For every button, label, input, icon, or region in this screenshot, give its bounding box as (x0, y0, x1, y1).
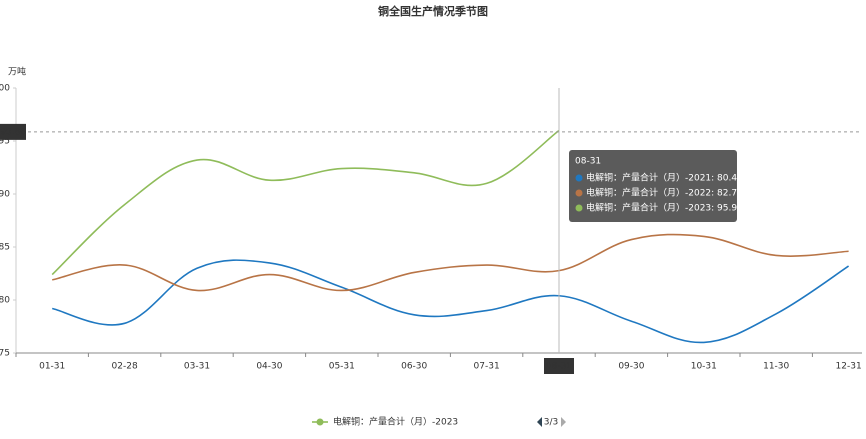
tooltip: 08-31 电解铜：产量合计（月）-2021: 80.4 电解铜：产量合计（月）-2… (569, 150, 743, 222)
x-tick-label: 04-30 (256, 362, 282, 372)
legend-page: 3/3 (544, 418, 558, 428)
legend-dot (316, 418, 324, 426)
x-tick-label: 09-30 (618, 362, 644, 372)
y-unit: 万吨 (8, 66, 26, 78)
legend-label: 电解铜：产量合计（月）-2023 (333, 416, 458, 428)
x-tick-label: 10-31 (691, 362, 717, 372)
crosshair-x-label-bg (544, 358, 574, 374)
series-line (51, 129, 560, 276)
y-tick-label: 80 (0, 296, 10, 306)
y-tick-label: 90 (0, 190, 10, 200)
x-tick-label: 03-31 (184, 362, 210, 372)
tooltip-bg (569, 150, 737, 222)
y-tick-label: 85 (0, 243, 10, 253)
tooltip-dot (575, 174, 583, 182)
series-line (52, 233, 849, 292)
tooltip-item: 电解铜：产量合计（月）-2021: 80.4 (586, 172, 737, 184)
crosshair-y-label: 95.86 (0, 127, 26, 137)
y-tick-label: 75 (0, 349, 10, 359)
x-tick-label: 07-31 (474, 362, 500, 372)
x-tick-label: 02-28 (112, 362, 138, 372)
crosshair-y-label-bg (0, 123, 26, 140)
series-line (52, 259, 850, 344)
x-tick-label: 05-31 (329, 362, 355, 372)
legend-prev[interactable] (537, 417, 542, 427)
x-tick-label: 11-30 (763, 362, 789, 372)
y-tick-label: 95 (0, 137, 10, 147)
tooltip-dot (575, 204, 583, 212)
chart-title: 铜全国生产情况季节图 (377, 4, 488, 18)
x-tick-label: 06-30 (401, 362, 427, 372)
legend-next[interactable] (561, 417, 566, 427)
y-tick-label: 100 (0, 84, 10, 94)
tooltip-dot (575, 189, 583, 197)
tooltip-item: 电解铜：产量合计（月）-2022: 82.77 (586, 187, 743, 199)
tooltip-header: 08-31 (575, 157, 601, 167)
x-tick-label: 12-31 (836, 362, 862, 372)
tooltip-item: 电解铜：产量合计（月）-2023: 95.99 (586, 202, 743, 214)
crosshair-x-label: 08-31 (546, 362, 572, 372)
x-tick-label: 01-31 (39, 362, 65, 372)
